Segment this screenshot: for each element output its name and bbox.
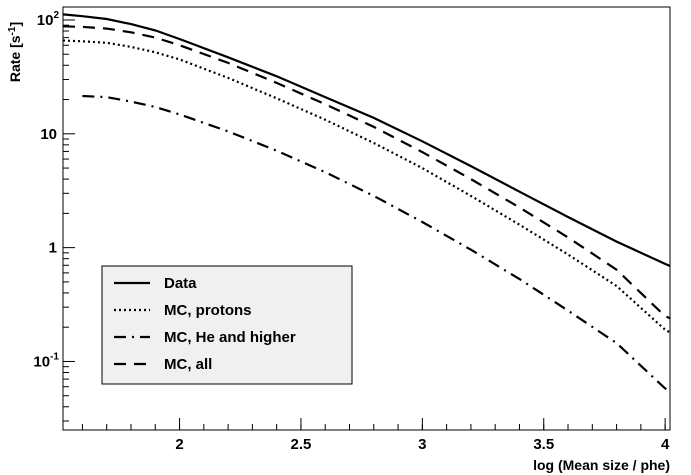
tick-labels: 2 2.5 3 3.5 4 102 10 1 10-1 — [33, 10, 670, 453]
series-line-data — [63, 13, 670, 268]
y-tick-label: 10 — [40, 126, 57, 143]
x-tick-label: 3.5 — [533, 436, 554, 453]
y-axis-title-exponent: -1 — [7, 26, 18, 35]
legend: Data MC, protons MC, He and higher MC, all — [101, 265, 353, 385]
x-tick-label: 2 — [175, 436, 183, 453]
x-tick-label: 4 — [661, 436, 670, 453]
series-line-mc-he-and-higher — [82, 94, 670, 392]
legend-label: MC, protons — [164, 302, 252, 319]
y-tick-label: 10-1 — [33, 351, 59, 370]
y-tick-label: 102 — [37, 10, 60, 29]
legend-label: Data — [164, 275, 197, 292]
y-axis-title-tail: ] — [7, 22, 23, 27]
y-axis-title: Rate [s-1] — [7, 22, 23, 82]
series-group — [63, 13, 670, 392]
x-tick-label: 2.5 — [291, 436, 312, 453]
series-line-mc-all — [63, 25, 670, 320]
y-axis-title-main: Rate [s — [7, 35, 23, 82]
x-axis-title: log (Mean size / phe) — [533, 457, 670, 473]
x-tick-label: 3 — [418, 436, 426, 453]
y-tick-label: 1 — [49, 240, 57, 257]
legend-label: MC, He and higher — [164, 329, 296, 346]
legend-label: MC, all — [164, 356, 212, 373]
axis-ticks — [63, 19, 666, 430]
series-line-mc-protons — [63, 39, 670, 334]
